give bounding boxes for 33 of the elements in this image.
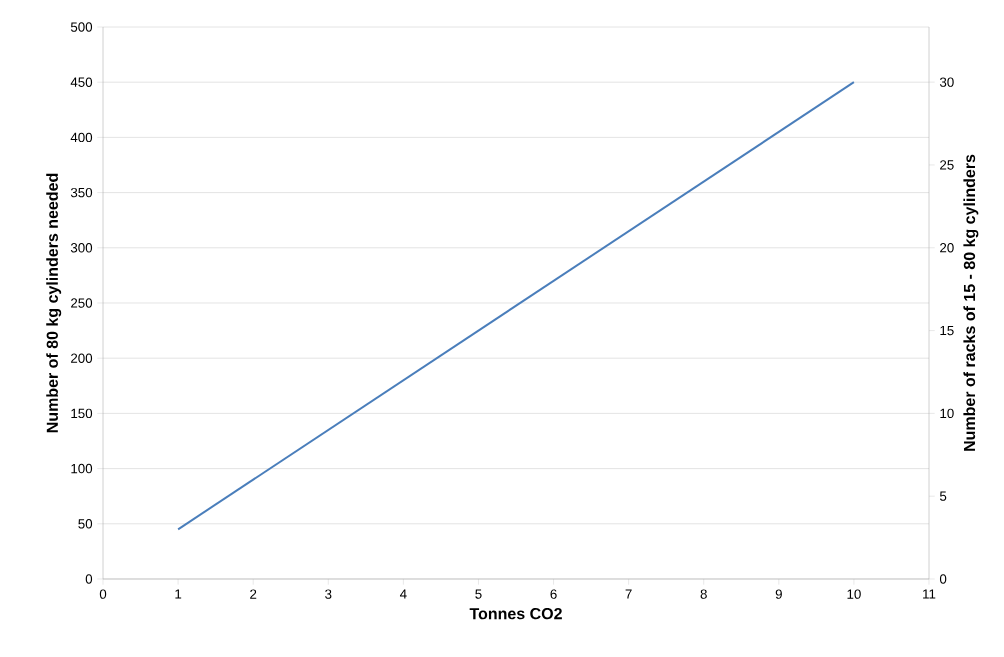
- y-tick-label: 350: [70, 187, 93, 198]
- y-tick-label: 500: [70, 22, 93, 32]
- y-tick-label: 50: [78, 519, 93, 529]
- x-tick-label: 2: [250, 589, 257, 599]
- x-tick-label: 8: [700, 589, 707, 599]
- y2-tick-label: 25: [940, 160, 954, 170]
- y-tick-label: 450: [70, 77, 93, 87]
- y-tick-label: 200: [71, 353, 93, 363]
- x-tick-label: 10: [847, 589, 861, 599]
- x-tick-label: 0: [99, 589, 107, 599]
- y2-tick-label: 5: [939, 491, 947, 501]
- x-tick-label: 4: [399, 589, 407, 599]
- x-tick-label: 1: [175, 589, 182, 599]
- y-axis-title: Number of 80 kg cylinders needed: [46, 173, 62, 433]
- x-tick-label: 9: [775, 589, 782, 599]
- x-axis-title: Tonnes CO2: [469, 607, 562, 620]
- x-tick-label: 6: [550, 589, 557, 599]
- x-tick-label: 11: [923, 589, 936, 599]
- x-tick-label: 5: [475, 589, 482, 599]
- y2-tick-label: 10: [940, 408, 954, 419]
- y2-axis-title: Number of racks of 15 - 80 kg cylinders: [963, 154, 979, 451]
- x-tick-label: 7: [625, 589, 632, 599]
- y2-tick-label: 0: [939, 574, 947, 584]
- y-tick-label: 150: [71, 408, 93, 419]
- y2-tick-label: 30: [939, 77, 954, 87]
- y-tick-label: 300: [70, 243, 93, 253]
- x-tick-label: 3: [325, 589, 332, 599]
- y-tick-label: 250: [71, 298, 93, 308]
- y2-tick-label: 20: [940, 243, 954, 253]
- y-tick-label: 0: [85, 574, 93, 584]
- y-tick-label: 100: [71, 463, 93, 474]
- y-tick-label: 400: [70, 132, 93, 143]
- y2-tick-label: 15: [940, 325, 954, 336]
